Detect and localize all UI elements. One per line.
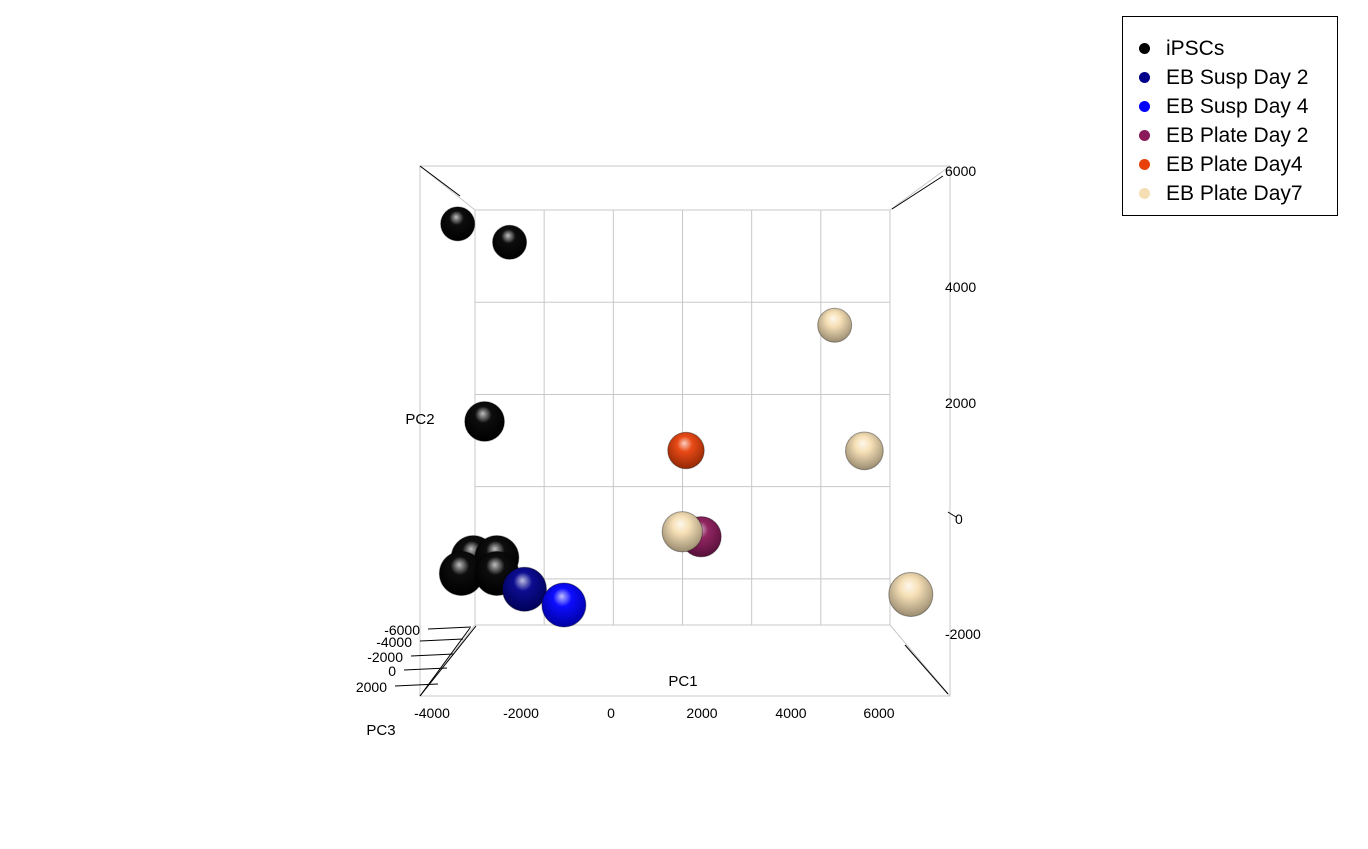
pc2-tick-label: 2000 [945,395,976,411]
pc3-tick-mark [394,683,439,687]
pc3-tick-label: -2000 [367,649,403,665]
legend-label: iPSCs [1166,36,1225,60]
pc3-axis-title: PC3 [366,722,395,739]
data-points [438,206,934,628]
point-eb-plate-day7 [844,431,884,471]
legend-item: iPSCs [1139,34,1337,63]
pc3-tick-mark [419,638,464,642]
pc3-axis-line [419,627,471,697]
grid-lines-pc2 [475,301,890,580]
pc2-tick-mark [947,511,957,518]
legend-item: EB Susp Day 2 [1139,63,1337,92]
legend-item: EB Plate Day7 [1139,179,1337,208]
pc2-axis-title: PC2 [405,411,434,428]
point-eb-plate-day7 [817,307,853,343]
legend-label: EB Susp Day 4 [1166,94,1309,118]
legend-label: EB Susp Day 2 [1166,65,1309,89]
pc3-tick-mark [427,626,472,630]
legend-swatch [1139,72,1150,83]
point-eb-plate-day4 [667,431,705,470]
legend-item: EB Plate Day4 [1139,150,1337,179]
point-ipscs [492,224,528,260]
legend-item: EB Plate Day 2 [1139,121,1337,150]
pc2-tick-label: 0 [955,511,963,527]
pc3-tick-label: -6000 [384,622,420,638]
legend-label: EB Plate Day4 [1166,152,1303,176]
legend-label: EB Plate Day7 [1166,181,1303,205]
pc1-tick-labels: -4000 -2000 0 2000 4000 6000 [414,705,895,721]
pc2-tick-label: 4000 [945,279,976,295]
legend: iPSCs EB Susp Day 2 EB Susp Day 4 EB Plate … [1122,16,1338,216]
legend-swatch [1139,188,1150,199]
pc1-tick-label: 6000 [863,705,894,721]
pc2-tick-labels: -2000 0 2000 4000 6000 [945,163,981,642]
pc1-tick-label: -2000 [503,705,539,721]
legend-item: EB Susp Day 4 [1139,92,1337,121]
pc3-tick-label: -4000 [376,634,412,650]
point-eb-susp-day-4 [541,582,587,628]
point-eb-susp-day-2 [501,566,547,612]
pc1-tick-label: 0 [607,705,615,721]
pc1-tick-label: 2000 [686,705,717,721]
point-ipscs [440,206,476,242]
pc1-axis-title: PC1 [668,673,697,690]
legend-swatch [1139,130,1150,141]
legend-swatch [1139,43,1150,54]
pc3-tick-label: 2000 [356,679,387,695]
legend-swatch [1139,101,1150,112]
grid-lines-pc1 [543,210,822,625]
point-ipscs [464,401,505,442]
pc1-tick-label: 4000 [775,705,806,721]
point-eb-plate-day7 [888,571,934,617]
pc3-tick-mark [410,653,455,657]
point-eb-plate-day7 [661,511,703,553]
pc2-tick-label: 6000 [945,163,976,179]
legend-label: EB Plate Day 2 [1166,123,1309,147]
pc1-tick-label: -4000 [414,705,450,721]
pc2-tick-label: -2000 [945,626,981,642]
pc3-tick-label: 0 [388,663,396,679]
legend-swatch [1139,159,1150,170]
